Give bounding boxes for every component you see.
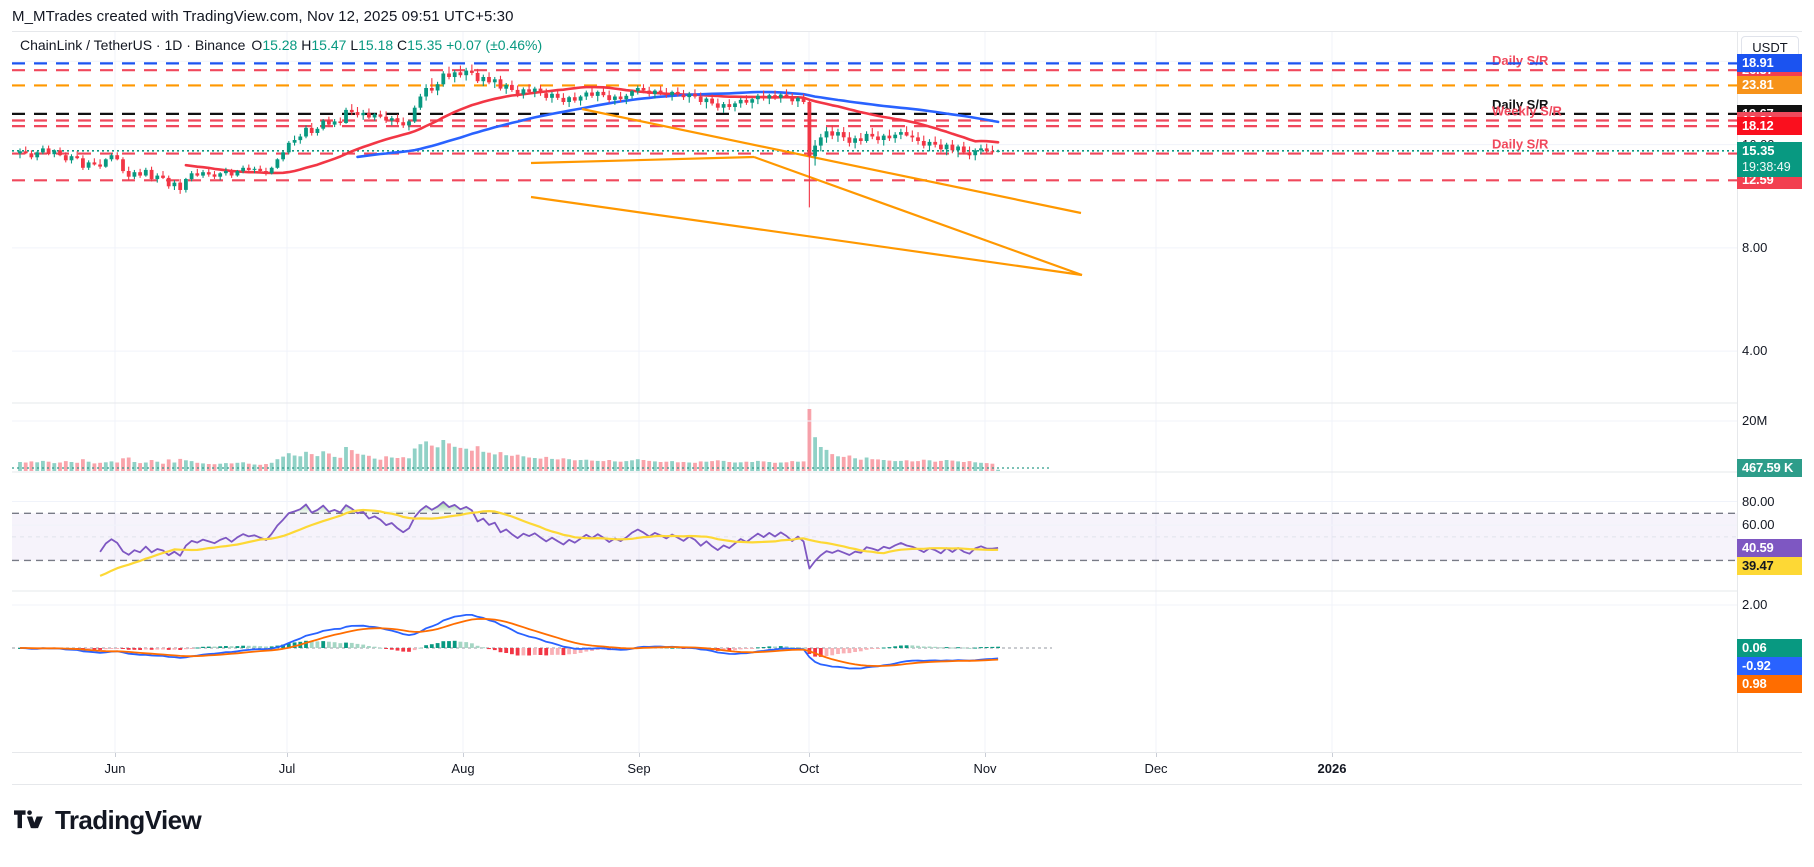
time-tick — [463, 753, 464, 757]
legend-high-key: H — [301, 37, 312, 53]
svg-text:Daily S/R: Daily S/R — [1492, 137, 1549, 152]
volume-tick-20M: 20M — [1742, 413, 1768, 428]
legend-close-value: 15.35 — [407, 37, 443, 53]
tradingview-logo[interactable]: TradingView — [14, 805, 202, 836]
macd-value-tag: -0.92 — [1737, 657, 1802, 675]
price-tag-23.81: 23.81 — [1737, 76, 1802, 95]
legend-open-key: O — [251, 37, 263, 53]
chart-legend[interactable]: ChainLink / TetherUS · 1D · Binance O15.… — [20, 37, 542, 53]
time-label-oct: Oct — [798, 761, 820, 776]
price-tag-18.91: 18.91 — [1737, 54, 1802, 73]
time-label-jul: Jul — [278, 761, 296, 776]
price-scale[interactable]: USDT 28.0016.008.004.0026.3723.8119.6718… — [1737, 32, 1802, 754]
legend-open-value: 15.28 — [262, 37, 298, 53]
rsi-tick-80: 80.00 — [1742, 493, 1775, 509]
svg-text:Daily S/R: Daily S/R — [1492, 53, 1549, 68]
time-tick — [115, 753, 116, 757]
legend-ohlc: O15.28 H15.47 L15.18 C15.35 +0.07 (±0.46… — [251, 37, 542, 53]
legend-high-value: 15.47 — [311, 37, 347, 53]
tradingview-logo-icon — [14, 809, 43, 828]
volume-current-tag: 467.59 K — [1737, 459, 1802, 477]
macd-tick-2: 2.00 — [1742, 597, 1768, 612]
current-price-tag: 15.35 19:38:49 — [1737, 141, 1802, 177]
attribution-text: M_MTrades created with TradingView.com, … — [12, 8, 514, 25]
time-tick — [1156, 753, 1157, 757]
time-tick — [985, 753, 986, 757]
chart-frame: Daily S/R Daily S/R Weekly S/R Daily S/R Ch… — [12, 31, 1802, 785]
macd-hist-tag: 0.06 — [1737, 639, 1802, 657]
price-tag-18.12: 18.12 — [1737, 117, 1802, 136]
time-label-2026: 2026 — [1317, 761, 1347, 776]
time-tick — [1332, 753, 1333, 757]
time-label-dec: Dec — [1144, 761, 1168, 776]
plot-area[interactable]: Daily S/R Daily S/R Weekly S/R Daily S/R — [12, 32, 1737, 754]
time-tick — [639, 753, 640, 757]
legend-low-key: L — [350, 37, 359, 53]
svg-text:Weekly S/R: Weekly S/R — [1492, 104, 1562, 119]
time-tick — [287, 753, 288, 757]
rsi-value-tag: 40.59 — [1737, 538, 1802, 557]
time-label-sep: Sep — [627, 761, 651, 776]
time-label-aug: Aug — [451, 761, 475, 776]
rsi-ma-tag: 39.47 — [1737, 556, 1802, 575]
macd-signal-tag: 0.98 — [1737, 675, 1802, 693]
price-tick-4.00: 4.00 — [1742, 343, 1768, 359]
svg-text:Daily S/R: Daily S/R — [1492, 97, 1549, 112]
tradingview-logo-text: TradingView — [55, 805, 202, 835]
price-tick-8.00: 8.00 — [1742, 239, 1768, 255]
rsi-tick-60: 60.00 — [1742, 517, 1775, 533]
time-label-nov: Nov — [973, 761, 997, 776]
time-scale[interactable]: Jun Jul Aug Sep Oct Nov Dec 2026 — [12, 752, 1802, 784]
countdown-timer: 19:38:49 — [1742, 159, 1791, 174]
legend-low-value: 15.18 — [358, 37, 394, 53]
legend-change: +0.07 (±0.46%) — [446, 37, 543, 53]
legend-close-key: C — [397, 37, 408, 53]
time-label-jun: Jun — [104, 761, 126, 776]
legend-symbol[interactable]: ChainLink / TetherUS · 1D · Binance — [20, 37, 246, 53]
current-price-value: 15.35 — [1742, 142, 1775, 158]
time-tick — [809, 753, 810, 757]
